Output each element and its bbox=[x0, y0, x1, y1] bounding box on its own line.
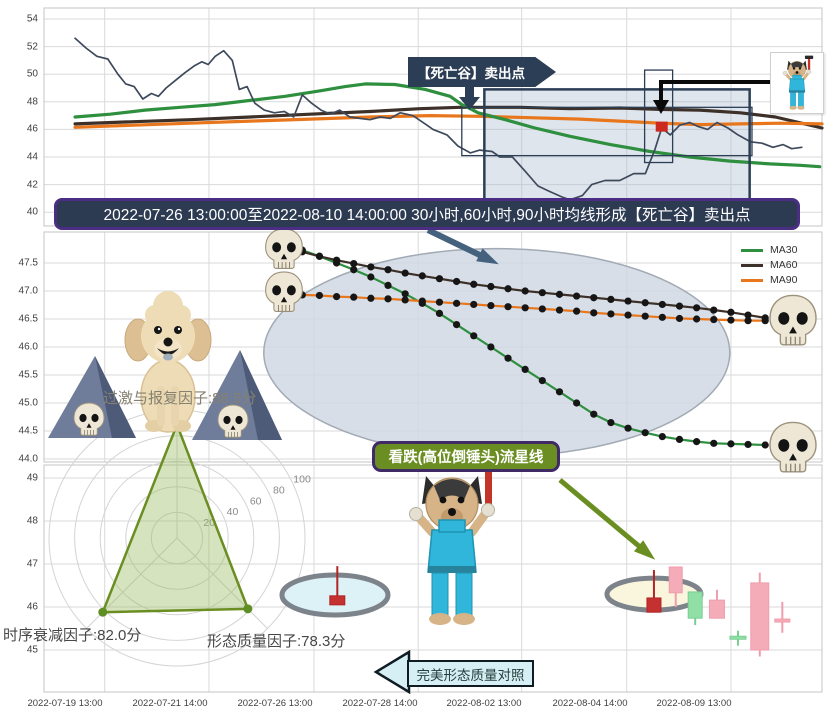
y-tick-label: 46 bbox=[26, 601, 38, 613]
death-valley-sell-label: 【死亡谷】卖出点 bbox=[408, 57, 556, 87]
y-tick-label: 49 bbox=[26, 472, 38, 484]
x-date-label: 2022-08-04 14:00 bbox=[552, 698, 628, 709]
factor-top-label: 过激与报复因子:88.5分 bbox=[103, 390, 257, 407]
x-date-label: 2022-08-02 13:00 bbox=[446, 698, 522, 709]
y-tick-label: 47 bbox=[26, 558, 38, 570]
radar-tick-label: 40 bbox=[227, 506, 239, 518]
y-tick-label: 48 bbox=[26, 515, 38, 527]
y-tick-label: 46.5 bbox=[18, 313, 38, 325]
radar-tick-label: 80 bbox=[273, 484, 285, 496]
legend-label: MA90 bbox=[770, 274, 798, 286]
sell-point-marker bbox=[655, 121, 668, 132]
ma90-line-swatch bbox=[741, 278, 763, 282]
dog-with-hammer-thumbnail bbox=[770, 52, 824, 114]
ma60-line-swatch bbox=[741, 263, 763, 267]
death-valley-scene bbox=[48, 291, 282, 440]
y-tick-label: 48 bbox=[26, 96, 38, 108]
signal-candle-box bbox=[643, 69, 674, 164]
y-tick-label: 44.0 bbox=[18, 453, 38, 465]
signal-banner: 2022-07-26 13:00:00至2022-08-10 14:00:00 … bbox=[54, 198, 800, 230]
y-tick-label: 44.5 bbox=[18, 425, 38, 437]
annotation-arrows bbox=[426, 80, 775, 560]
y-tick-label: 46.0 bbox=[18, 341, 38, 353]
down-arrow-icon bbox=[459, 87, 480, 110]
x-date-label: 2022-08-09 13:00 bbox=[656, 698, 732, 709]
dog-with-hammer-icon bbox=[410, 461, 502, 625]
perfect-pattern-label: 完美形态质量对照 bbox=[407, 660, 534, 687]
factor-left-label: 时序衰减因子:82.0分 bbox=[3, 627, 142, 644]
bearish-shooting-star-label: 看跌(高位倒锤头)流星线 bbox=[372, 441, 560, 472]
y-tick-label: 45.5 bbox=[18, 369, 38, 381]
y-tick-label: 50 bbox=[26, 68, 38, 80]
radar-tick-label: 100 bbox=[293, 474, 311, 486]
ma30-line-swatch bbox=[741, 248, 763, 252]
x-date-label: 2022-07-28 14:00 bbox=[342, 698, 418, 709]
y-tick-label: 54 bbox=[26, 13, 38, 25]
y-tick-label: 52 bbox=[26, 41, 38, 53]
legend-item-ma90: MA90 bbox=[741, 274, 797, 286]
x-date-label: 2022-07-26 13:00 bbox=[237, 698, 313, 709]
y-tick-label: 47.0 bbox=[18, 285, 38, 297]
radar-polygon bbox=[101, 423, 250, 614]
price-panel-series bbox=[73, 37, 824, 204]
factor-right-label: 形态质量因子:78.3分 bbox=[207, 633, 346, 650]
ma-band-box bbox=[461, 106, 753, 157]
candles-group bbox=[279, 566, 791, 657]
x-date-label: 2022-07-21 14:00 bbox=[132, 698, 208, 709]
legend-label: MA60 bbox=[770, 259, 798, 271]
skull-icon bbox=[769, 421, 817, 473]
y-tick-label: 44 bbox=[26, 151, 38, 163]
poodle-dog-icon bbox=[124, 291, 212, 433]
x-date-label: 2022-07-19 13:00 bbox=[27, 698, 103, 709]
y-tick-label: 40 bbox=[26, 206, 38, 218]
legend-item-ma60: MA60 bbox=[741, 259, 797, 271]
ma-legend: MA30 MA60 MA90 bbox=[741, 244, 797, 286]
y-tick-label: 45 bbox=[26, 644, 38, 656]
highlight-ellipse bbox=[279, 572, 391, 618]
y-tick-label: 46 bbox=[26, 123, 38, 135]
death-valley-ellipse bbox=[263, 247, 731, 458]
legend-label: MA30 bbox=[770, 244, 798, 256]
y-tick-label: 42 bbox=[26, 179, 38, 191]
arrow-left-icon bbox=[373, 649, 411, 695]
legend-item-ma30: MA30 bbox=[741, 244, 797, 256]
y-tick-label: 47.5 bbox=[18, 257, 38, 269]
radar-tick-label: 60 bbox=[250, 495, 262, 507]
radar-chart: 20 40 60 80 100 bbox=[48, 409, 311, 667]
radar-tick-label: 20 bbox=[203, 517, 215, 529]
skull-icon bbox=[769, 294, 817, 346]
ma-detail-series bbox=[298, 246, 769, 449]
y-tick-label: 45.0 bbox=[18, 397, 38, 409]
